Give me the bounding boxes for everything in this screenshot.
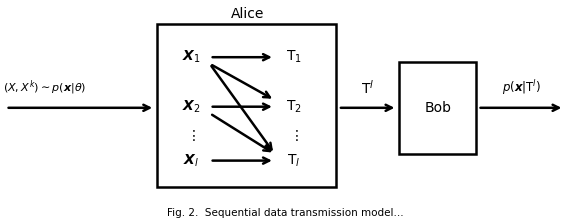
- Text: $\mathrm{T}_1$: $\mathrm{T}_1$: [286, 49, 302, 65]
- Text: $(X,X^k)\sim p(\boldsymbol{x}|\theta)$: $(X,X^k)\sim p(\boldsymbol{x}|\theta)$: [3, 79, 86, 97]
- Text: $\boldsymbol{X}_2$: $\boldsymbol{X}_2$: [182, 99, 200, 115]
- Text: Bob: Bob: [424, 101, 451, 115]
- Bar: [399, 62, 476, 154]
- Text: $\mathrm{T}_l$: $\mathrm{T}_l$: [287, 152, 300, 169]
- Text: $\vdots$: $\vdots$: [186, 128, 196, 143]
- Text: $\mathrm{T}^l$: $\mathrm{T}^l$: [361, 79, 374, 97]
- Text: $\boldsymbol{X}_1$: $\boldsymbol{X}_1$: [182, 49, 200, 65]
- Text: Alice: Alice: [231, 7, 264, 21]
- Text: $\mathrm{T}_2$: $\mathrm{T}_2$: [286, 99, 302, 115]
- Text: $\boldsymbol{X}_l$: $\boldsymbol{X}_l$: [183, 152, 199, 169]
- Bar: [157, 24, 336, 187]
- Text: $\vdots$: $\vdots$: [289, 128, 298, 143]
- Text: $p(\boldsymbol{x}|\mathrm{T}^l)$: $p(\boldsymbol{x}|\mathrm{T}^l)$: [502, 79, 541, 97]
- Text: Fig. 2.  Sequential data transmission model...: Fig. 2. Sequential data transmission mod…: [166, 208, 404, 218]
